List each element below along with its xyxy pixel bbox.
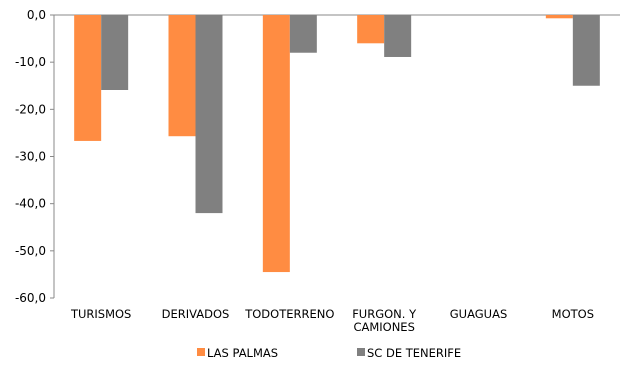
x-category-label: TURISMOS bbox=[70, 307, 131, 321]
y-tick-label: 0,0 bbox=[27, 8, 46, 22]
legend-label-las-palmas: LAS PALMAS bbox=[207, 346, 278, 360]
bar-sc-de-tenerife-2 bbox=[289, 15, 317, 53]
bar-sc-de-tenerife-5 bbox=[572, 15, 600, 86]
legend: LAS PALMAS SC DE TENERIFE bbox=[197, 346, 461, 360]
bar-sc-de-tenerife-0 bbox=[101, 15, 129, 90]
bar-sc-de-tenerife-3 bbox=[384, 15, 412, 57]
labels: 0,0 -10,0 -20,0 -30,0 -40,0 -50,0 -60,0 TURISMO… bbox=[15, 8, 594, 334]
axes bbox=[50, 14, 620, 299]
bar-las-palmas-3 bbox=[357, 15, 385, 44]
legend-swatch-las-palmas bbox=[197, 348, 205, 356]
legend-swatch-sc-de-tenerife bbox=[357, 348, 365, 356]
y-tick-label: -20,0 bbox=[15, 102, 46, 116]
x-category-label: FURGON. Y bbox=[352, 307, 417, 321]
bar-sc-de-tenerife-1 bbox=[195, 15, 223, 214]
bar-las-palmas-5 bbox=[545, 15, 573, 19]
bar-las-palmas-1 bbox=[168, 15, 196, 137]
y-tick-label: -30,0 bbox=[15, 150, 46, 164]
x-category-label: CAMIONES bbox=[353, 320, 414, 334]
y-tick-label: -50,0 bbox=[15, 244, 46, 258]
x-category-label: TODOTERRENO bbox=[244, 307, 334, 321]
y-tick-label: -40,0 bbox=[15, 197, 46, 211]
bar-las-palmas-2 bbox=[262, 15, 290, 273]
y-tick-label: -60,0 bbox=[15, 291, 46, 305]
legend-label-sc-de-tenerife: SC DE TENERIFE bbox=[367, 346, 461, 360]
bars bbox=[74, 15, 600, 273]
bar-las-palmas-0 bbox=[74, 15, 102, 141]
y-tick-label: -10,0 bbox=[15, 55, 46, 69]
x-category-label: DERIVADOS bbox=[162, 307, 230, 321]
x-category-label: MOTOS bbox=[552, 307, 594, 321]
x-category-label: GUAGUAS bbox=[450, 307, 508, 321]
